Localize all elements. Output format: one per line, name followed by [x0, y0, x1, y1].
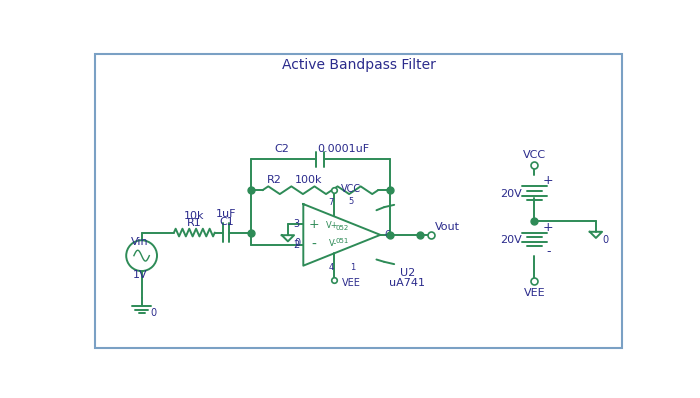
Text: 1uF: 1uF — [216, 209, 237, 219]
Text: VCC: VCC — [523, 150, 546, 160]
Text: 2: 2 — [293, 240, 300, 250]
Text: 0.0001uF: 0.0001uF — [317, 144, 370, 154]
Text: uA741: uA741 — [389, 278, 426, 288]
Text: -: - — [546, 245, 550, 258]
Text: 10k: 10k — [184, 211, 204, 220]
Text: 0: 0 — [294, 238, 300, 248]
Text: V-: V- — [328, 239, 337, 248]
Text: 1V: 1V — [133, 270, 148, 280]
Text: 20V: 20V — [500, 189, 522, 199]
Text: VCC: VCC — [341, 183, 361, 194]
Text: +: + — [543, 174, 554, 187]
Text: 20V: 20V — [500, 235, 522, 245]
Text: U2: U2 — [400, 268, 415, 278]
Text: 3: 3 — [293, 219, 300, 229]
Text: 7: 7 — [328, 198, 334, 207]
Text: 0: 0 — [602, 235, 608, 245]
Text: C2: C2 — [274, 144, 289, 154]
Text: VEE: VEE — [524, 288, 545, 298]
Text: -: - — [312, 238, 316, 252]
Text: +: + — [309, 218, 319, 231]
Text: VEE: VEE — [342, 278, 360, 288]
Text: 4: 4 — [328, 263, 334, 272]
Text: Active Bandpass Filter: Active Bandpass Filter — [282, 58, 435, 72]
Text: +: + — [543, 220, 554, 234]
Text: 052: 052 — [335, 225, 349, 231]
Text: R2: R2 — [267, 175, 281, 185]
Text: 0: 0 — [151, 308, 157, 318]
Text: 5: 5 — [349, 197, 354, 206]
Text: 6: 6 — [384, 230, 391, 240]
Text: 051: 051 — [335, 238, 349, 244]
Text: 1: 1 — [350, 263, 355, 273]
Text: Vin: Vin — [132, 237, 149, 247]
Text: V+: V+ — [326, 221, 339, 230]
Text: Vout: Vout — [435, 222, 460, 232]
Text: 100k: 100k — [295, 175, 323, 185]
Text: R1: R1 — [187, 219, 202, 228]
Text: C1: C1 — [219, 217, 234, 227]
